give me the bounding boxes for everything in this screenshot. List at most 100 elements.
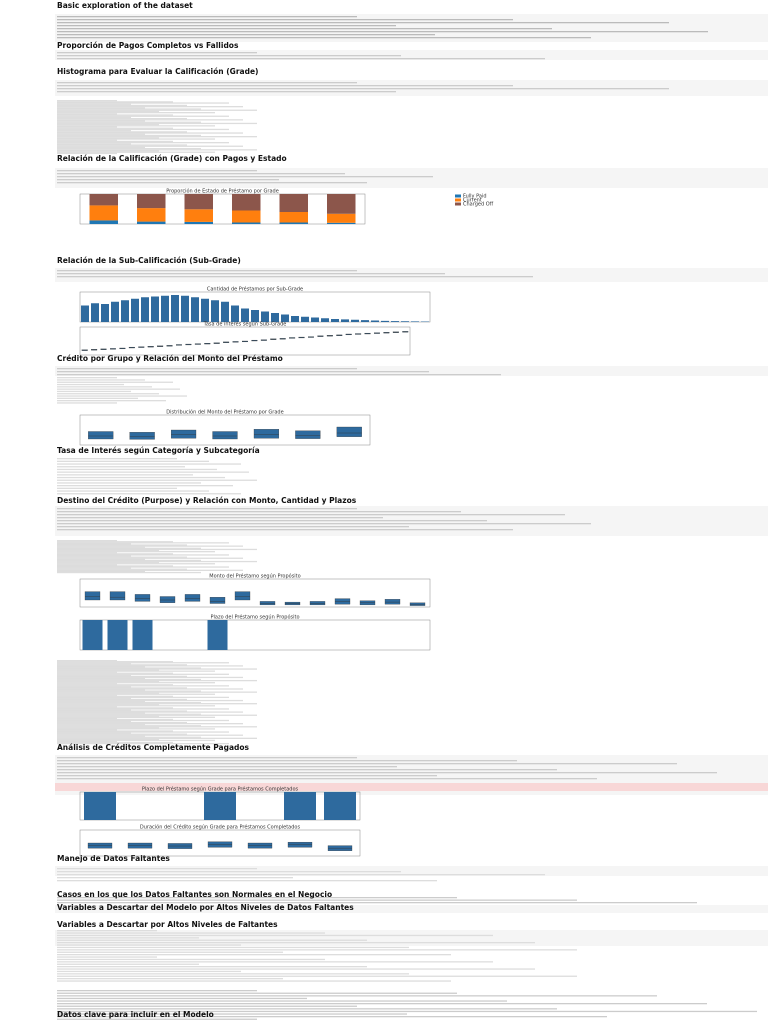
- text-line: [57, 1000, 507, 1002]
- text-line: [57, 100, 117, 102]
- text-line: [57, 374, 501, 376]
- legend-swatch: [455, 202, 461, 206]
- text-line: [57, 699, 243, 702]
- text-line: [57, 553, 173, 555]
- box: [159, 596, 176, 603]
- section-heading: Crédito por Grupo y Relación del Monto d…: [57, 354, 283, 363]
- legend-swatch: [455, 194, 461, 198]
- text-line: [57, 479, 257, 481]
- text-line: [57, 1005, 357, 1007]
- bar-segment: [89, 205, 118, 221]
- text-line: [57, 567, 131, 569]
- text-line: [57, 968, 535, 970]
- text-line: [57, 514, 565, 516]
- section-heading: Manejo de Datos Faltantes: [57, 854, 170, 863]
- text-line: [57, 954, 451, 956]
- text-line: [57, 737, 257, 739]
- box: [184, 594, 201, 602]
- text-line: [57, 558, 145, 560]
- bar: [284, 792, 316, 820]
- text-line: [57, 725, 201, 727]
- text-line: [57, 146, 145, 149]
- text-line: [57, 669, 159, 671]
- text-line: [57, 552, 117, 554]
- text-line: [57, 106, 243, 108]
- text-line: [57, 126, 117, 128]
- text-line: [57, 724, 145, 726]
- text-line: [57, 675, 187, 678]
- box: [234, 591, 251, 601]
- text-line: [57, 682, 215, 684]
- text-line: [57, 108, 201, 110]
- bar: [121, 300, 129, 322]
- section-heading: Basic exploration of the dataset: [57, 1, 193, 10]
- text-line: [57, 666, 145, 668]
- bar-segment: [327, 222, 356, 224]
- text-line: [57, 944, 241, 946]
- bar-segment: [327, 194, 356, 214]
- text-line: [57, 660, 117, 662]
- bar: [111, 301, 119, 322]
- text-line: [57, 897, 457, 899]
- text-line: [57, 571, 201, 574]
- bar: [261, 311, 269, 322]
- text-line: [57, 772, 717, 774]
- text-line: [57, 109, 257, 111]
- bar: [221, 301, 229, 322]
- box: [88, 431, 114, 440]
- text-line: [57, 716, 215, 718]
- bar: [82, 620, 103, 650]
- bar: [291, 316, 299, 322]
- text-line: [57, 661, 173, 663]
- text-line: [57, 973, 409, 975]
- text-line: [57, 546, 145, 548]
- text-line: [57, 559, 201, 562]
- bar: [84, 792, 116, 820]
- code-cell: [55, 905, 768, 913]
- bar: [381, 320, 389, 322]
- bar-segment: [184, 194, 213, 210]
- bar-segment: [232, 194, 261, 211]
- bar: [331, 319, 339, 322]
- text-line: [57, 397, 138, 399]
- text-line: [57, 400, 166, 402]
- text-line: [57, 520, 487, 522]
- text-line: [57, 127, 173, 129]
- text-line: [57, 151, 215, 153]
- bar: [201, 298, 209, 322]
- text-line: [57, 562, 159, 564]
- legend-label: Current: [463, 198, 482, 204]
- text-line: [57, 569, 243, 571]
- text-line: [57, 402, 117, 404]
- legend-label: Fully Paid: [463, 194, 487, 200]
- text-line: [57, 543, 131, 545]
- bar: [91, 303, 99, 322]
- bar: [101, 304, 109, 322]
- text-line: [57, 710, 187, 712]
- text-line: [57, 723, 243, 725]
- text-line: [57, 963, 199, 965]
- bar: [324, 792, 356, 820]
- text-line: [57, 663, 131, 665]
- text-line: [57, 733, 187, 735]
- text-line: [57, 698, 187, 701]
- text-line: [57, 874, 545, 876]
- text-line: [57, 58, 545, 60]
- bar-segment: [89, 220, 118, 224]
- text-line: [57, 149, 257, 151]
- text-line: [57, 713, 201, 715]
- legend-swatch: [455, 198, 461, 202]
- text-line: [57, 980, 451, 982]
- text-line: [57, 136, 257, 138]
- text-line: [57, 1016, 607, 1018]
- text-line: [57, 564, 117, 566]
- text-line: [57, 110, 159, 113]
- text-line: [57, 871, 401, 873]
- text-line: [57, 124, 159, 126]
- text-line: [57, 556, 187, 558]
- text-line: [57, 474, 193, 476]
- bar-segment: [184, 209, 213, 222]
- plot-frame: [79, 326, 411, 356]
- text-line: [57, 130, 131, 132]
